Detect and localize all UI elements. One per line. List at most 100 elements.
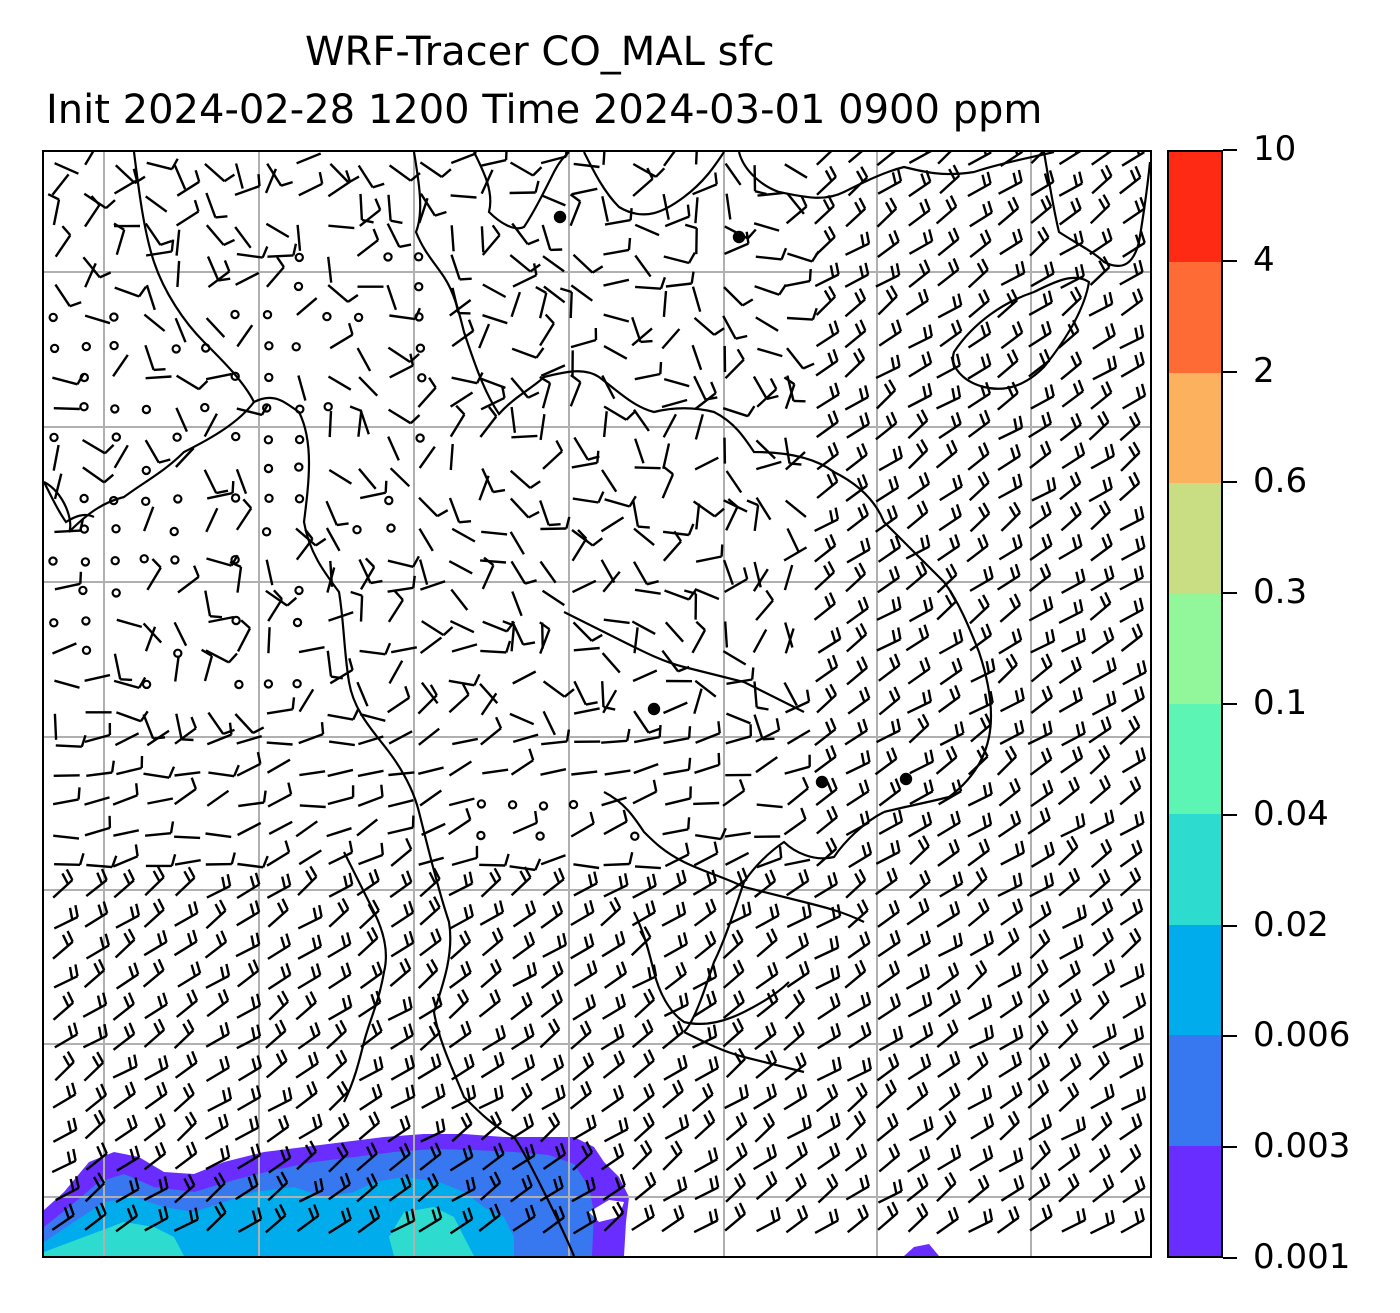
wind-barb-staff xyxy=(84,911,108,928)
wind-barb-flag xyxy=(462,1148,469,1161)
plot-title-line-1: WRF-Tracer CO_MAL sfc xyxy=(305,29,775,75)
wind-barb-staff xyxy=(540,1065,564,1082)
wind-barb-staff xyxy=(512,274,537,288)
wind-barb-flag xyxy=(948,1110,957,1123)
wind-barb-staff xyxy=(115,973,139,990)
wind-barb-flag xyxy=(380,784,384,797)
wind-barb-flag xyxy=(1101,536,1109,550)
wind-barb-flag xyxy=(1139,351,1145,364)
wind-barb-flag xyxy=(1135,386,1142,399)
wind-barb-flag xyxy=(891,1201,899,1214)
wind-barb-flag xyxy=(433,867,441,880)
wind-barb-flag xyxy=(924,198,931,211)
wind-barb-staff xyxy=(757,347,783,358)
wind-barb-flag xyxy=(855,170,864,183)
wind-barb-staff xyxy=(816,452,839,471)
wind-barb-staff xyxy=(1091,152,1112,166)
wind-barb-flag xyxy=(765,1174,773,1187)
wind-barb-flag xyxy=(709,898,717,911)
wind-barb-flag xyxy=(365,1146,374,1159)
wind-barb-staff xyxy=(969,634,992,652)
wind-barb-staff xyxy=(236,1004,261,1019)
wind-barb-staff xyxy=(234,226,252,249)
colorbar-tick-label: 0.3 xyxy=(1253,572,1308,613)
wind-barb-flag xyxy=(733,1052,742,1064)
wind-barb-flag xyxy=(1041,226,1050,239)
wind-barb-staff xyxy=(146,729,170,747)
wind-barb-flag xyxy=(827,875,833,888)
wind-barb-staff xyxy=(845,821,870,837)
wind-barb-flag xyxy=(491,224,501,236)
wind-barb-staff xyxy=(174,859,201,866)
wind-barb-flag xyxy=(1016,1081,1023,1094)
wind-barb-staff xyxy=(450,194,477,199)
wind-barb-flag xyxy=(746,499,759,507)
wind-barb-staff xyxy=(1088,302,1113,317)
wind-barb-flag xyxy=(195,961,202,974)
wind-barb-flag xyxy=(527,510,540,519)
wind-barb-staff xyxy=(573,863,600,870)
wind-barb-flag xyxy=(889,781,897,794)
wind-barb-flag xyxy=(1044,264,1050,277)
wind-barb-staff xyxy=(875,486,899,503)
wind-barb-flag xyxy=(429,684,438,696)
calm-wind-marker xyxy=(264,493,274,503)
wind-barb-flag xyxy=(986,994,993,1007)
wind-barb-staff xyxy=(816,915,841,929)
wind-barb-staff xyxy=(113,879,135,899)
wind-barb-flag xyxy=(1109,443,1116,456)
wind-barb-flag xyxy=(129,1180,135,1193)
wind-barb-staff xyxy=(539,1122,561,1143)
wind-barb-flag xyxy=(865,810,871,823)
wind-barb-staff xyxy=(631,975,657,989)
wind-barb-flag xyxy=(1138,1052,1144,1066)
wind-barb-staff xyxy=(1061,1219,1086,1233)
wind-barb-flag xyxy=(464,1112,473,1125)
wind-barb-flag xyxy=(154,1145,162,1158)
wind-barb-flag xyxy=(833,320,840,333)
wind-barb-flag xyxy=(529,1054,536,1067)
wind-barb-flag xyxy=(161,1081,168,1094)
wind-barb-flag xyxy=(471,1176,476,1190)
wind-barb-staff xyxy=(386,223,401,248)
wind-barb-staff xyxy=(631,620,656,635)
wind-barb-staff xyxy=(479,415,498,438)
wind-barb-staff xyxy=(540,1000,563,1018)
wind-barb-flag xyxy=(888,1147,896,1160)
wind-barb-flag xyxy=(856,477,864,490)
wind-barb-flag xyxy=(190,716,198,729)
wind-barb-staff xyxy=(755,496,772,521)
wind-barb-staff xyxy=(420,580,446,591)
wind-barb-flag xyxy=(1011,324,1019,337)
colorbar-tick-mark xyxy=(1223,592,1237,595)
wind-barb-staff xyxy=(1089,820,1114,835)
wind-barb-flag xyxy=(552,964,559,977)
wind-barb-flag xyxy=(1134,689,1140,702)
wind-barb-staff xyxy=(205,192,217,218)
wind-barb-flag xyxy=(1134,813,1140,827)
wind-barb-staff xyxy=(205,317,226,338)
tracer-plume-layer xyxy=(44,1134,939,1256)
calm-wind-marker xyxy=(476,799,487,809)
wind-barb-staff xyxy=(600,516,625,533)
wind-barb-staff xyxy=(235,271,260,286)
wind-barb-staff xyxy=(450,588,469,611)
wind-barb-staff xyxy=(480,969,502,989)
wind-barb-flag xyxy=(63,1206,70,1219)
wind-barb-staff xyxy=(328,1005,352,1021)
wind-barb-staff xyxy=(449,1155,473,1172)
wind-barb-flag xyxy=(824,595,832,608)
wind-barb-staff xyxy=(509,865,536,872)
wind-barb-flag xyxy=(375,990,382,1003)
wind-barb-flag xyxy=(678,995,684,1008)
wind-barb-staff xyxy=(816,480,839,499)
wind-barb-staff xyxy=(603,862,630,867)
wind-barb-flag xyxy=(611,1205,620,1218)
wind-barb-flag xyxy=(1051,477,1057,490)
wind-barb-flag xyxy=(672,1024,680,1037)
wind-barb-staff xyxy=(603,1128,629,1143)
calm-wind-marker xyxy=(538,801,549,811)
wind-barb-flag xyxy=(1134,354,1140,367)
wind-barb-staff xyxy=(84,826,111,837)
wind-barb-staff xyxy=(814,518,839,532)
